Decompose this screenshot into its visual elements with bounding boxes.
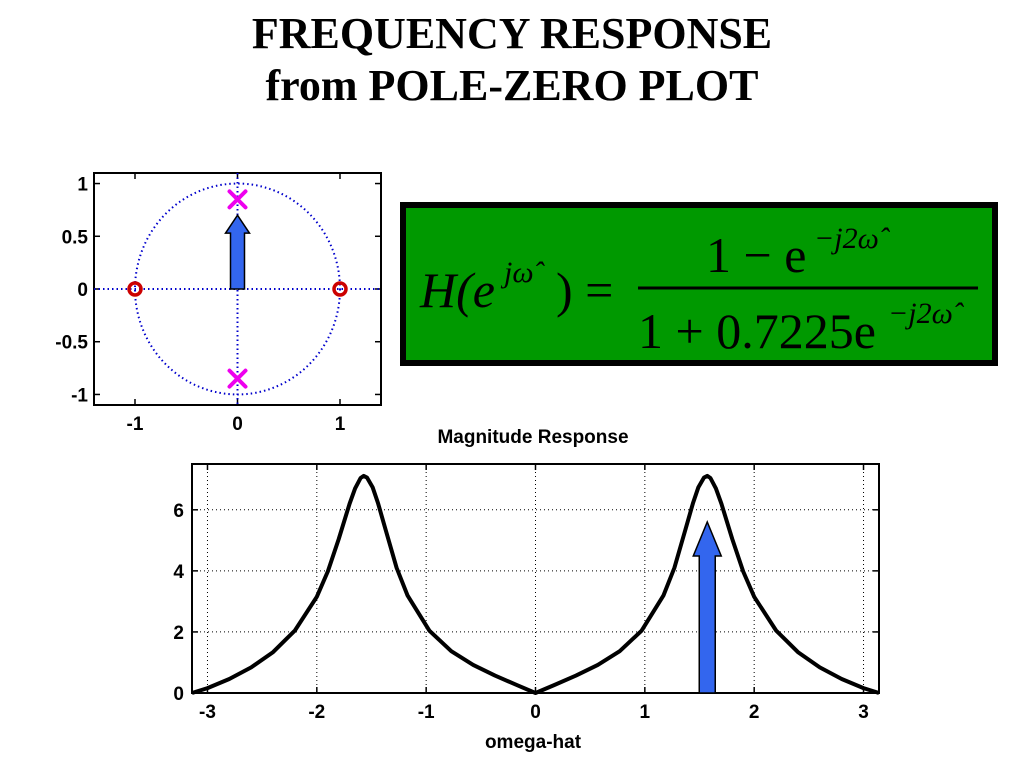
pz-unit-circle <box>134 182 341 396</box>
eq-denominator: 1 + 0.7225e <box>638 303 876 359</box>
pz-zero-marker <box>127 281 143 297</box>
mag-y-tick-label: 6 <box>173 501 184 522</box>
pz-y-tick-label: 0.5 <box>62 227 89 248</box>
mag-y-tick-label: 4 <box>173 562 184 583</box>
eq-denominator-exponent: −j2ω̂ <box>888 297 965 330</box>
pz-x-tick-label: -1 <box>127 414 144 435</box>
mag-y-tick-label: 0 <box>173 684 184 705</box>
mag-x-tick-label: 0 <box>530 702 541 723</box>
pz-y-tick-label: -1 <box>71 385 88 406</box>
mag-x-tick-label: -1 <box>418 702 435 723</box>
pz-x-tick-label: 0 <box>232 414 243 435</box>
eq-lhs-close: ) = <box>556 262 613 318</box>
mag-x-tick-label: 2 <box>749 702 760 723</box>
pole-zero-plot: -1 0 1 1 0.5 0 -0.5 -1 <box>55 172 382 435</box>
transfer-function-equation: H(e jω̂ ) = 1 − e −j2ω̂ 1 + 0.7225e −j2ω… <box>419 222 978 359</box>
mag-x-tick-label: 3 <box>858 702 869 723</box>
mag-chart-xlabel: omega-hat <box>485 732 582 753</box>
pz-pole-marker <box>227 189 248 210</box>
eq-numerator: 1 − e <box>706 227 806 283</box>
pz-y-tick-label: -0.5 <box>55 333 88 354</box>
pz-zero-marker <box>332 281 348 297</box>
mag-y-tick-label: 2 <box>173 623 184 644</box>
mag-x-tick-label: -3 <box>199 702 216 723</box>
pz-arrow <box>224 213 251 290</box>
pz-x-tick-label: 1 <box>335 414 346 435</box>
mag-arrow <box>692 520 723 694</box>
page-title-line1: FREQUENCY RESPONSE <box>251 9 773 58</box>
mag-x-tick-label: -2 <box>308 702 325 723</box>
transfer-function-box: H(e jω̂ ) = 1 − e −j2ω̂ 1 + 0.7225e −j2ω… <box>400 202 998 366</box>
page-title-line2: from POLE-ZERO PLOT <box>265 61 759 110</box>
mag-chart-title: Magnitude Response <box>437 427 628 448</box>
mag-x-tick-label: 1 <box>640 702 651 723</box>
eq-lhs-exponent: jω̂ <box>500 256 546 289</box>
pz-y-tick-label: 1 <box>77 175 88 196</box>
pz-y-tick-label: 0 <box>77 280 88 301</box>
eq-lhs: H(e <box>419 262 495 318</box>
mag-plot-area <box>192 464 879 693</box>
pz-pole-marker <box>227 368 248 389</box>
eq-numerator-exponent: −j2ω̂ <box>814 222 891 255</box>
mag-response-line <box>191 473 880 695</box>
magnitude-response-plot: Magnitude Response omega-hat -3 -2 -1 0 1 2 3 0… <box>173 427 880 753</box>
